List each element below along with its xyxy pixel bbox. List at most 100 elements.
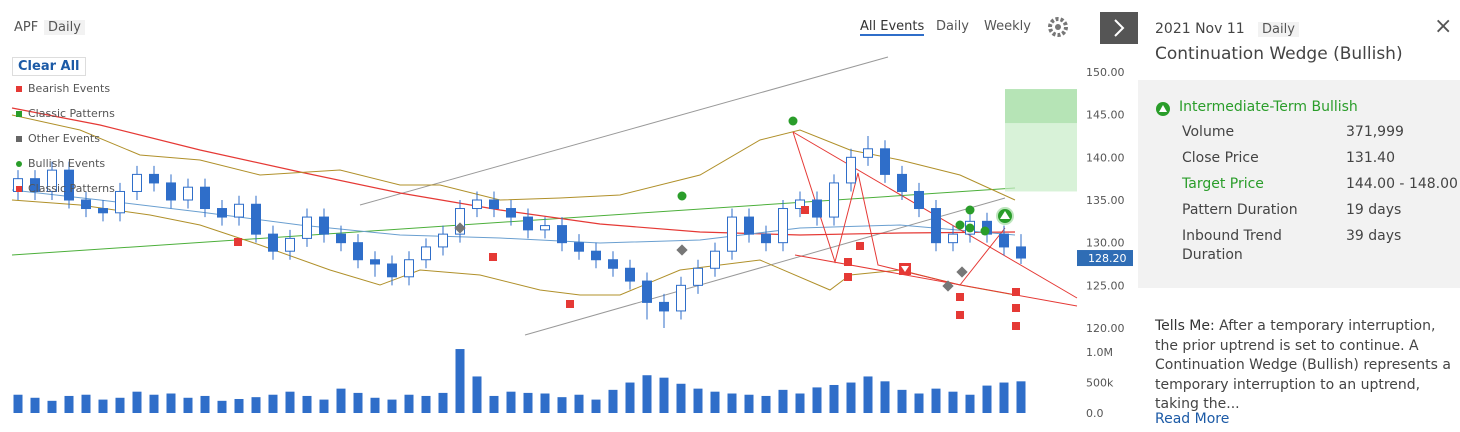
volume-bar: [472, 376, 482, 413]
channel-line: [524, 197, 1006, 336]
other-event: [956, 266, 968, 278]
legend-item: Classic Patterns: [28, 107, 115, 120]
candle-body: [574, 242, 584, 252]
description-label: Tells Me:: [1155, 318, 1215, 334]
price-tag: [1077, 250, 1133, 267]
candle-body: [863, 148, 873, 158]
volume-bar: [251, 397, 261, 413]
volume-bar: [744, 394, 754, 413]
price-tag-label: 128.20: [1088, 252, 1127, 265]
volume-bar: [523, 392, 533, 413]
y-tick-label: 125.00: [1086, 279, 1125, 292]
channel-line: [359, 56, 889, 206]
moving-average-short: [11, 189, 1016, 244]
detail-value: 39 days: [1346, 228, 1402, 244]
tab[interactable]: Daily: [936, 19, 969, 34]
volume-tick-label: 500k: [1086, 377, 1114, 390]
legend-marker: [16, 111, 22, 117]
candle-body: [302, 216, 312, 239]
volume-bar: [438, 392, 448, 413]
collapse-button[interactable]: [1100, 12, 1138, 44]
wedge: [792, 131, 1006, 286]
candle-body: [710, 250, 720, 269]
volume-bar: [319, 399, 329, 413]
tab[interactable]: All Events: [860, 19, 925, 36]
volume-bar: [795, 393, 805, 413]
chart: 120.00 125.00 130.00 135.00 140.00 145.00 150.…: [11, 12, 1138, 420]
candle-body: [1016, 246, 1026, 259]
bullish-event: [980, 226, 990, 236]
candle-body: [404, 259, 414, 278]
volume-bar: [489, 395, 499, 413]
candle-body: [251, 203, 261, 235]
volume-bar: [506, 391, 516, 413]
description-text: After a temporary interruption, the prio…: [1155, 318, 1451, 412]
legend-item: Bearish Events: [28, 82, 111, 95]
volume-bar: [727, 393, 737, 413]
candle-body: [455, 208, 465, 235]
volume-bar: [761, 395, 771, 413]
close-button[interactable]: ×: [1434, 14, 1453, 39]
candle-body: [81, 199, 91, 210]
candle-body: [846, 156, 856, 184]
legend-item: Classic Patterns: [28, 182, 115, 195]
volume-bar: [897, 389, 907, 413]
legend-item: Other Events: [28, 132, 100, 145]
bearish-event: [1012, 322, 1020, 330]
detail-row: Inbound Trend Duration 39 days: [1182, 228, 1442, 265]
detail-label: Pattern Duration: [1182, 202, 1298, 218]
candle-body: [795, 199, 805, 210]
volume-bar: [982, 385, 992, 413]
candle-body: [472, 199, 482, 210]
legend-marker: [16, 136, 22, 142]
volume-bar: [132, 391, 142, 413]
volume-bar: [676, 383, 686, 413]
candle-body: [268, 233, 278, 252]
volume-bar: [302, 395, 312, 413]
tab[interactable]: Weekly: [984, 19, 1031, 34]
candle-body: [744, 216, 754, 235]
volume-bar: [166, 393, 176, 413]
bearish-event: [1012, 304, 1020, 312]
candle-body: [523, 216, 533, 231]
volume-bar: [98, 399, 108, 413]
y-tick-label: 140.00: [1086, 151, 1125, 164]
volume-bar: [285, 391, 295, 413]
y-tick-label: 120.00: [1086, 322, 1125, 335]
bearish-event: [956, 311, 964, 319]
candle-body: [285, 237, 295, 252]
candle-body: [557, 225, 567, 244]
volume-bar: [115, 397, 125, 413]
volume-tick-label: 0.0: [1086, 407, 1104, 420]
candle-body: [421, 246, 431, 261]
detail-value: 19 days: [1346, 202, 1402, 218]
candle-body: [98, 208, 108, 214]
volume-bar: [846, 382, 856, 413]
bearish-event: [234, 238, 242, 246]
symbol: APF: [14, 20, 39, 35]
legend-item: Bullish Events: [28, 157, 106, 170]
settings-icon[interactable]: [1048, 17, 1068, 37]
candle-body: [64, 169, 74, 201]
legend-marker: [16, 186, 22, 192]
candle-body: [880, 148, 890, 175]
candle-body: [149, 173, 159, 184]
detail-label: Target Price: [1182, 176, 1264, 192]
interval: Daily: [44, 20, 85, 35]
candle-body: [591, 250, 601, 261]
read-more[interactable]: Read More: [1155, 411, 1230, 427]
volume-bar: [812, 387, 822, 413]
bearish-event: [566, 300, 574, 308]
candle-body: [625, 267, 635, 282]
volume-bar: [574, 394, 584, 413]
candle-body: [778, 208, 788, 244]
volume-bar: [1016, 381, 1026, 413]
candle-body: [914, 190, 924, 210]
other-event: [454, 222, 466, 234]
candle-body: [676, 284, 686, 312]
bearish-event: [856, 242, 864, 250]
target-range: [1005, 89, 1077, 124]
date: 2021 Nov 11: [1155, 21, 1245, 37]
volume-bar: [421, 395, 431, 413]
clear-all[interactable]: Clear All: [12, 57, 86, 76]
